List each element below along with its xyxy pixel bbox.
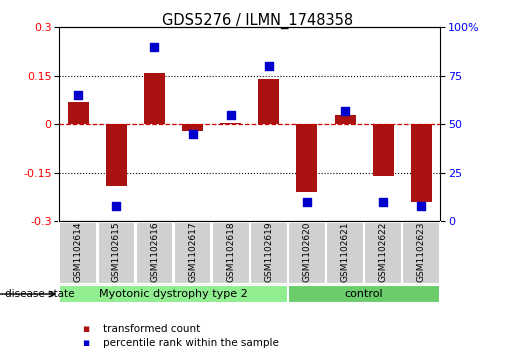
Text: GSM1102620: GSM1102620 bbox=[302, 222, 312, 282]
Point bbox=[112, 203, 121, 209]
Point bbox=[150, 44, 159, 49]
Bar bbox=[411, 124, 432, 202]
FancyBboxPatch shape bbox=[402, 222, 440, 284]
Text: GSM1102615: GSM1102615 bbox=[112, 221, 121, 282]
FancyBboxPatch shape bbox=[250, 222, 288, 284]
Point bbox=[74, 92, 82, 98]
Bar bbox=[373, 124, 393, 176]
Text: GSM1102618: GSM1102618 bbox=[226, 221, 235, 282]
Bar bbox=[259, 79, 279, 124]
Text: ◾: ◾ bbox=[82, 323, 90, 334]
Text: GSM1102614: GSM1102614 bbox=[74, 222, 83, 282]
Bar bbox=[144, 73, 165, 124]
Text: GSM1102623: GSM1102623 bbox=[417, 222, 426, 282]
FancyBboxPatch shape bbox=[59, 285, 288, 303]
Text: ◾: ◾ bbox=[82, 338, 90, 348]
Text: GSM1102619: GSM1102619 bbox=[264, 221, 273, 282]
Text: transformed count: transformed count bbox=[103, 323, 200, 334]
FancyBboxPatch shape bbox=[212, 222, 250, 284]
Bar bbox=[106, 124, 127, 186]
Point bbox=[265, 63, 273, 69]
FancyBboxPatch shape bbox=[326, 222, 364, 284]
FancyBboxPatch shape bbox=[59, 222, 97, 284]
Text: Myotonic dystrophy type 2: Myotonic dystrophy type 2 bbox=[99, 289, 248, 299]
Text: GSM1102622: GSM1102622 bbox=[379, 222, 388, 282]
Text: disease state: disease state bbox=[5, 289, 75, 299]
Text: percentile rank within the sample: percentile rank within the sample bbox=[103, 338, 279, 348]
FancyBboxPatch shape bbox=[288, 285, 440, 303]
Point bbox=[227, 112, 235, 118]
Point bbox=[417, 203, 425, 209]
Text: GSM1102621: GSM1102621 bbox=[340, 222, 350, 282]
Text: control: control bbox=[345, 289, 383, 299]
Bar bbox=[220, 123, 241, 124]
Text: GSM1102616: GSM1102616 bbox=[150, 221, 159, 282]
Text: GSM1102617: GSM1102617 bbox=[188, 221, 197, 282]
Point bbox=[341, 108, 349, 114]
Point bbox=[379, 199, 387, 205]
Bar bbox=[182, 124, 203, 131]
FancyBboxPatch shape bbox=[288, 222, 326, 284]
FancyBboxPatch shape bbox=[364, 222, 402, 284]
FancyBboxPatch shape bbox=[97, 222, 135, 284]
Point bbox=[303, 199, 311, 205]
Point bbox=[188, 131, 197, 137]
FancyBboxPatch shape bbox=[174, 222, 212, 284]
Bar bbox=[297, 124, 317, 192]
Bar bbox=[335, 115, 355, 124]
FancyBboxPatch shape bbox=[135, 222, 174, 284]
Bar bbox=[68, 102, 89, 124]
Text: GDS5276 / ILMN_1748358: GDS5276 / ILMN_1748358 bbox=[162, 13, 353, 29]
